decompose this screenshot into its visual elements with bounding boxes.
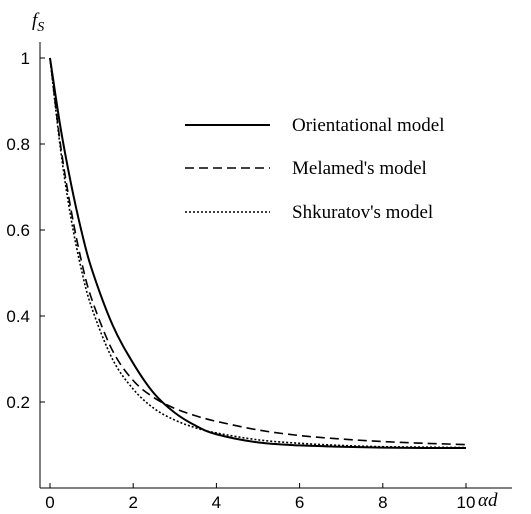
legend-label-3: Shkuratov's model — [292, 202, 433, 223]
y-axis-title-main: f — [32, 10, 40, 31]
x-axis-title: αd — [478, 490, 498, 511]
legend-label-2: Melamed's model — [292, 158, 427, 179]
y-axis-title: fS — [32, 10, 44, 35]
y-tick-label: 0.4 — [6, 307, 30, 326]
x-tick-label: 6 — [295, 493, 304, 512]
y-axis-title-subscript: S — [37, 20, 44, 35]
x-tick-label: 10 — [457, 493, 476, 512]
y-tick-label: 0.8 — [6, 135, 30, 154]
x-tick-label: 4 — [212, 493, 221, 512]
x-tick-label: 2 — [128, 493, 137, 512]
x-tick-label: 0 — [45, 493, 54, 512]
x-tick-label: 8 — [378, 493, 387, 512]
y-tick-label: 1 — [21, 49, 30, 68]
series-line-1 — [49, 57, 467, 450]
y-tick-label: 0.6 — [6, 221, 30, 240]
series-line-2 — [49, 57, 467, 446]
y-tick-label: 0.2 — [6, 393, 30, 412]
series-line-3 — [49, 57, 467, 449]
legend-label-1: Orientational model — [292, 115, 444, 136]
